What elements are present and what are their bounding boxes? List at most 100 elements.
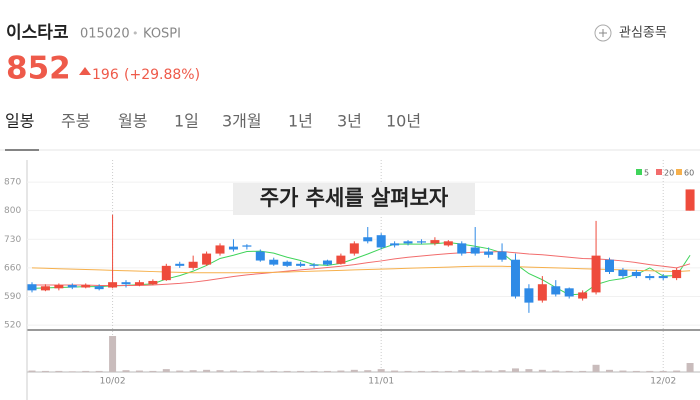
legend-swatch xyxy=(656,169,662,175)
volume-bar xyxy=(659,370,667,372)
tab[interactable]: 일봉 xyxy=(5,112,34,131)
volume-bar xyxy=(565,370,573,372)
tab[interactable]: 3년 xyxy=(337,112,362,131)
candle-body xyxy=(591,255,601,293)
y-tick-label: 800 xyxy=(4,206,21,216)
volume-bar xyxy=(109,336,117,372)
volume-bar xyxy=(458,370,466,372)
volume-bar xyxy=(444,370,452,372)
candle-body xyxy=(228,246,238,250)
volume-bar xyxy=(229,370,237,372)
volume-bar xyxy=(135,370,143,372)
candle-body xyxy=(349,243,359,254)
legend-swatch xyxy=(636,169,642,175)
stock-code: 015020 xyxy=(80,27,130,42)
volume-bar xyxy=(686,363,694,372)
volume-bar xyxy=(337,370,345,372)
volume-bar xyxy=(283,370,291,372)
ma-line xyxy=(32,251,691,286)
candle-body xyxy=(215,245,225,254)
tab[interactable]: 1일 xyxy=(174,112,199,131)
volume-bar xyxy=(350,369,358,372)
candle-body xyxy=(94,286,104,290)
candle-body xyxy=(672,269,682,279)
volume-bar xyxy=(364,370,372,372)
candle-body xyxy=(67,285,77,288)
candle-body xyxy=(336,255,346,264)
watch-button[interactable]: 관심종목 xyxy=(594,24,667,42)
tab[interactable]: 월봉 xyxy=(118,112,147,131)
candle-body xyxy=(416,241,426,243)
y-tick-label: 660 xyxy=(4,263,21,273)
legend-label: 60 xyxy=(684,169,694,178)
volume-bar xyxy=(203,369,211,372)
candle-body xyxy=(108,282,118,288)
candle-body xyxy=(658,276,668,279)
volume-bar xyxy=(592,364,600,372)
volume-bar xyxy=(646,370,654,372)
tab[interactable]: 3개월 xyxy=(222,112,262,131)
ma-line xyxy=(31,265,691,274)
plus-icon xyxy=(594,24,612,42)
x-tick-label: 12/02 xyxy=(650,377,676,387)
volume-bar xyxy=(605,369,613,372)
stock-name: 이스타코 xyxy=(6,23,69,43)
volume-bar xyxy=(270,370,278,372)
banner: 주가 추세를 살펴보자 xyxy=(260,186,449,210)
candle-body xyxy=(363,237,373,242)
volume-bar xyxy=(149,370,157,372)
candle-body xyxy=(54,285,64,289)
y-tick-label: 590 xyxy=(4,292,21,302)
candle-body xyxy=(255,251,265,261)
candle-body xyxy=(390,243,400,246)
candle-body xyxy=(309,264,319,266)
y-tick-label: 520 xyxy=(4,321,21,331)
candle-body xyxy=(443,241,453,246)
candle-body xyxy=(457,243,467,254)
volume-bar xyxy=(28,370,36,372)
volume-bar xyxy=(377,369,385,372)
candle-body xyxy=(578,292,588,299)
candle-body xyxy=(202,253,212,265)
tab[interactable]: 1년 xyxy=(288,112,313,131)
volume-bar xyxy=(417,370,425,372)
volume-bar xyxy=(431,370,439,372)
candle-body xyxy=(403,241,413,244)
legend-label: 20 xyxy=(664,169,674,178)
tab[interactable]: 10년 xyxy=(386,112,421,131)
candle-body xyxy=(604,259,614,272)
candle-body xyxy=(27,284,37,291)
volume-bar xyxy=(95,370,103,372)
volume-bar xyxy=(68,371,76,372)
y-tick-label: 870 xyxy=(4,178,21,188)
candle-body xyxy=(551,286,561,295)
price: 852 xyxy=(6,51,71,87)
volume-bar xyxy=(538,369,546,372)
volume-bar xyxy=(619,370,627,372)
candle-body xyxy=(242,245,252,247)
volume-bar xyxy=(471,370,479,372)
volume-bar xyxy=(579,370,587,372)
candle-body xyxy=(645,276,655,279)
volume-bar xyxy=(552,370,560,372)
candle-body xyxy=(497,251,507,260)
volume-bar xyxy=(323,370,331,372)
volume-bar xyxy=(673,370,681,372)
volume-bar xyxy=(391,370,399,372)
candle-body xyxy=(175,263,185,266)
watch-label: 관심종목 xyxy=(619,26,667,41)
volume-bar xyxy=(404,370,412,372)
candle-body xyxy=(430,240,440,244)
candle-body xyxy=(631,271,641,277)
candle-body xyxy=(148,280,158,285)
candle-body xyxy=(484,251,494,255)
legend-label: 5 xyxy=(644,169,649,178)
candle-body xyxy=(524,288,534,303)
candle-body xyxy=(510,259,520,297)
tab[interactable]: 주봉 xyxy=(61,112,90,131)
candle-body xyxy=(376,235,386,248)
up-arrow xyxy=(79,67,91,75)
candle-body xyxy=(564,288,574,297)
candle-body xyxy=(685,189,695,211)
